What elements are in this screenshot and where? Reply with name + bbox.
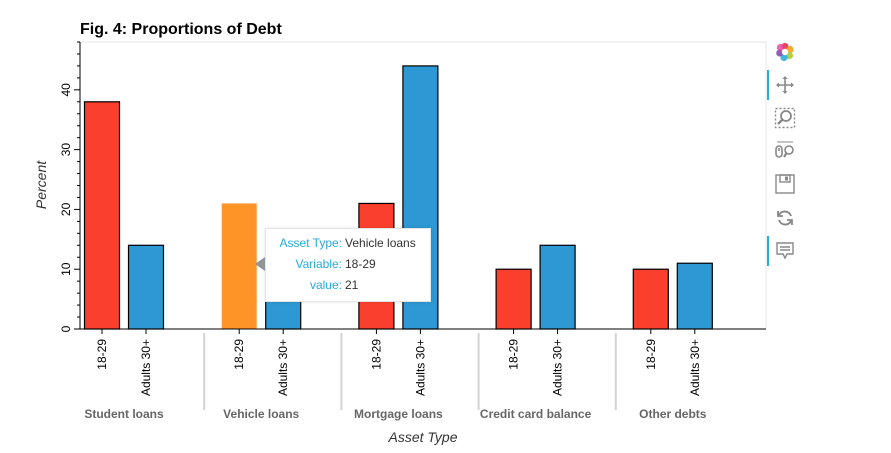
x-tick-label: 18-29 <box>232 339 246 370</box>
y-axis: 0 10 20 30 40 <box>59 41 81 332</box>
bar-credit-card-balance-18-29 <box>495 268 532 330</box>
pan-icon[interactable] <box>773 73 797 97</box>
tooltip-key: value: <box>309 278 342 292</box>
bar-credit-card-balance-adults-30- <box>539 244 576 330</box>
tooltip-value: 18-29 <box>345 257 376 271</box>
chart-toolbar <box>767 38 800 268</box>
tool-active-indicator <box>767 236 769 266</box>
bokeh-logo-icon[interactable] <box>773 40 797 64</box>
bar-other-debts-adults-30- <box>676 262 713 330</box>
x-tick-label: 18-29 <box>369 339 383 370</box>
x-tick-label: Adults 30+ <box>139 339 153 396</box>
x-tick-label: Adults 30+ <box>551 339 565 396</box>
y-tick-label: 20 <box>59 202 73 216</box>
x-tick-label: 18-29 <box>95 339 109 370</box>
y-tick-label: 10 <box>59 262 73 276</box>
tooltip-key: Asset Type: <box>279 236 342 250</box>
chart-title: Fig. 4: Proportions of Debt <box>80 21 282 38</box>
group-label: Other debts <box>639 407 707 421</box>
tool-active-indicator <box>767 70 769 100</box>
y-tick-label: 30 <box>59 143 73 157</box>
y-tick-label: 0 <box>59 325 73 332</box>
bar-student-loans-18-29 <box>83 101 121 330</box>
group-label: Credit card balance <box>480 407 592 421</box>
x-tick-label: Adults 30+ <box>276 339 290 396</box>
x-tick-label: Adults 30+ <box>413 339 427 396</box>
group-label: Vehicle loans <box>223 407 299 421</box>
x-tick-label: 18-29 <box>507 339 521 370</box>
tooltip-row-asset-type: Asset Type: Vehicle loans <box>266 234 430 252</box>
tooltip-row-value: value: 21 <box>266 276 430 294</box>
x-axis-label: Asset Type <box>388 429 458 445</box>
save-icon[interactable] <box>773 172 797 196</box>
x-tick-label: 18-29 <box>644 339 658 370</box>
tooltip-value: Vehicle loans <box>345 236 416 250</box>
hover-tooltip: Asset Type: Vehicle loans Variable: 18-2… <box>255 228 431 302</box>
y-tick-label: 40 <box>59 83 73 97</box>
wheel-zoom-icon[interactable] <box>773 139 797 163</box>
tooltip-row-variable: Variable: 18-29 <box>266 255 430 273</box>
tooltip-key: Variable: <box>295 257 342 271</box>
bar-other-debts-18-29 <box>632 268 669 330</box>
tooltip-value: 21 <box>345 278 359 292</box>
reset-icon[interactable] <box>773 206 797 230</box>
bar-vehicle-loans-18-29 <box>221 203 257 329</box>
group-label: Mortgage loans <box>354 407 443 421</box>
group-label: Student loans <box>84 407 164 421</box>
x-axis: 18-29 Adults 30+ Student loans 18-29 Adults … <box>80 328 766 421</box>
tooltip-arrow <box>255 257 265 271</box>
y-axis-label: Percent <box>33 160 49 209</box>
x-tick-label: Adults 30+ <box>688 339 702 396</box>
bar-student-loans-adults-30- <box>127 244 165 330</box>
hover-icon[interactable] <box>773 239 797 263</box>
box-zoom-icon[interactable] <box>773 106 797 130</box>
